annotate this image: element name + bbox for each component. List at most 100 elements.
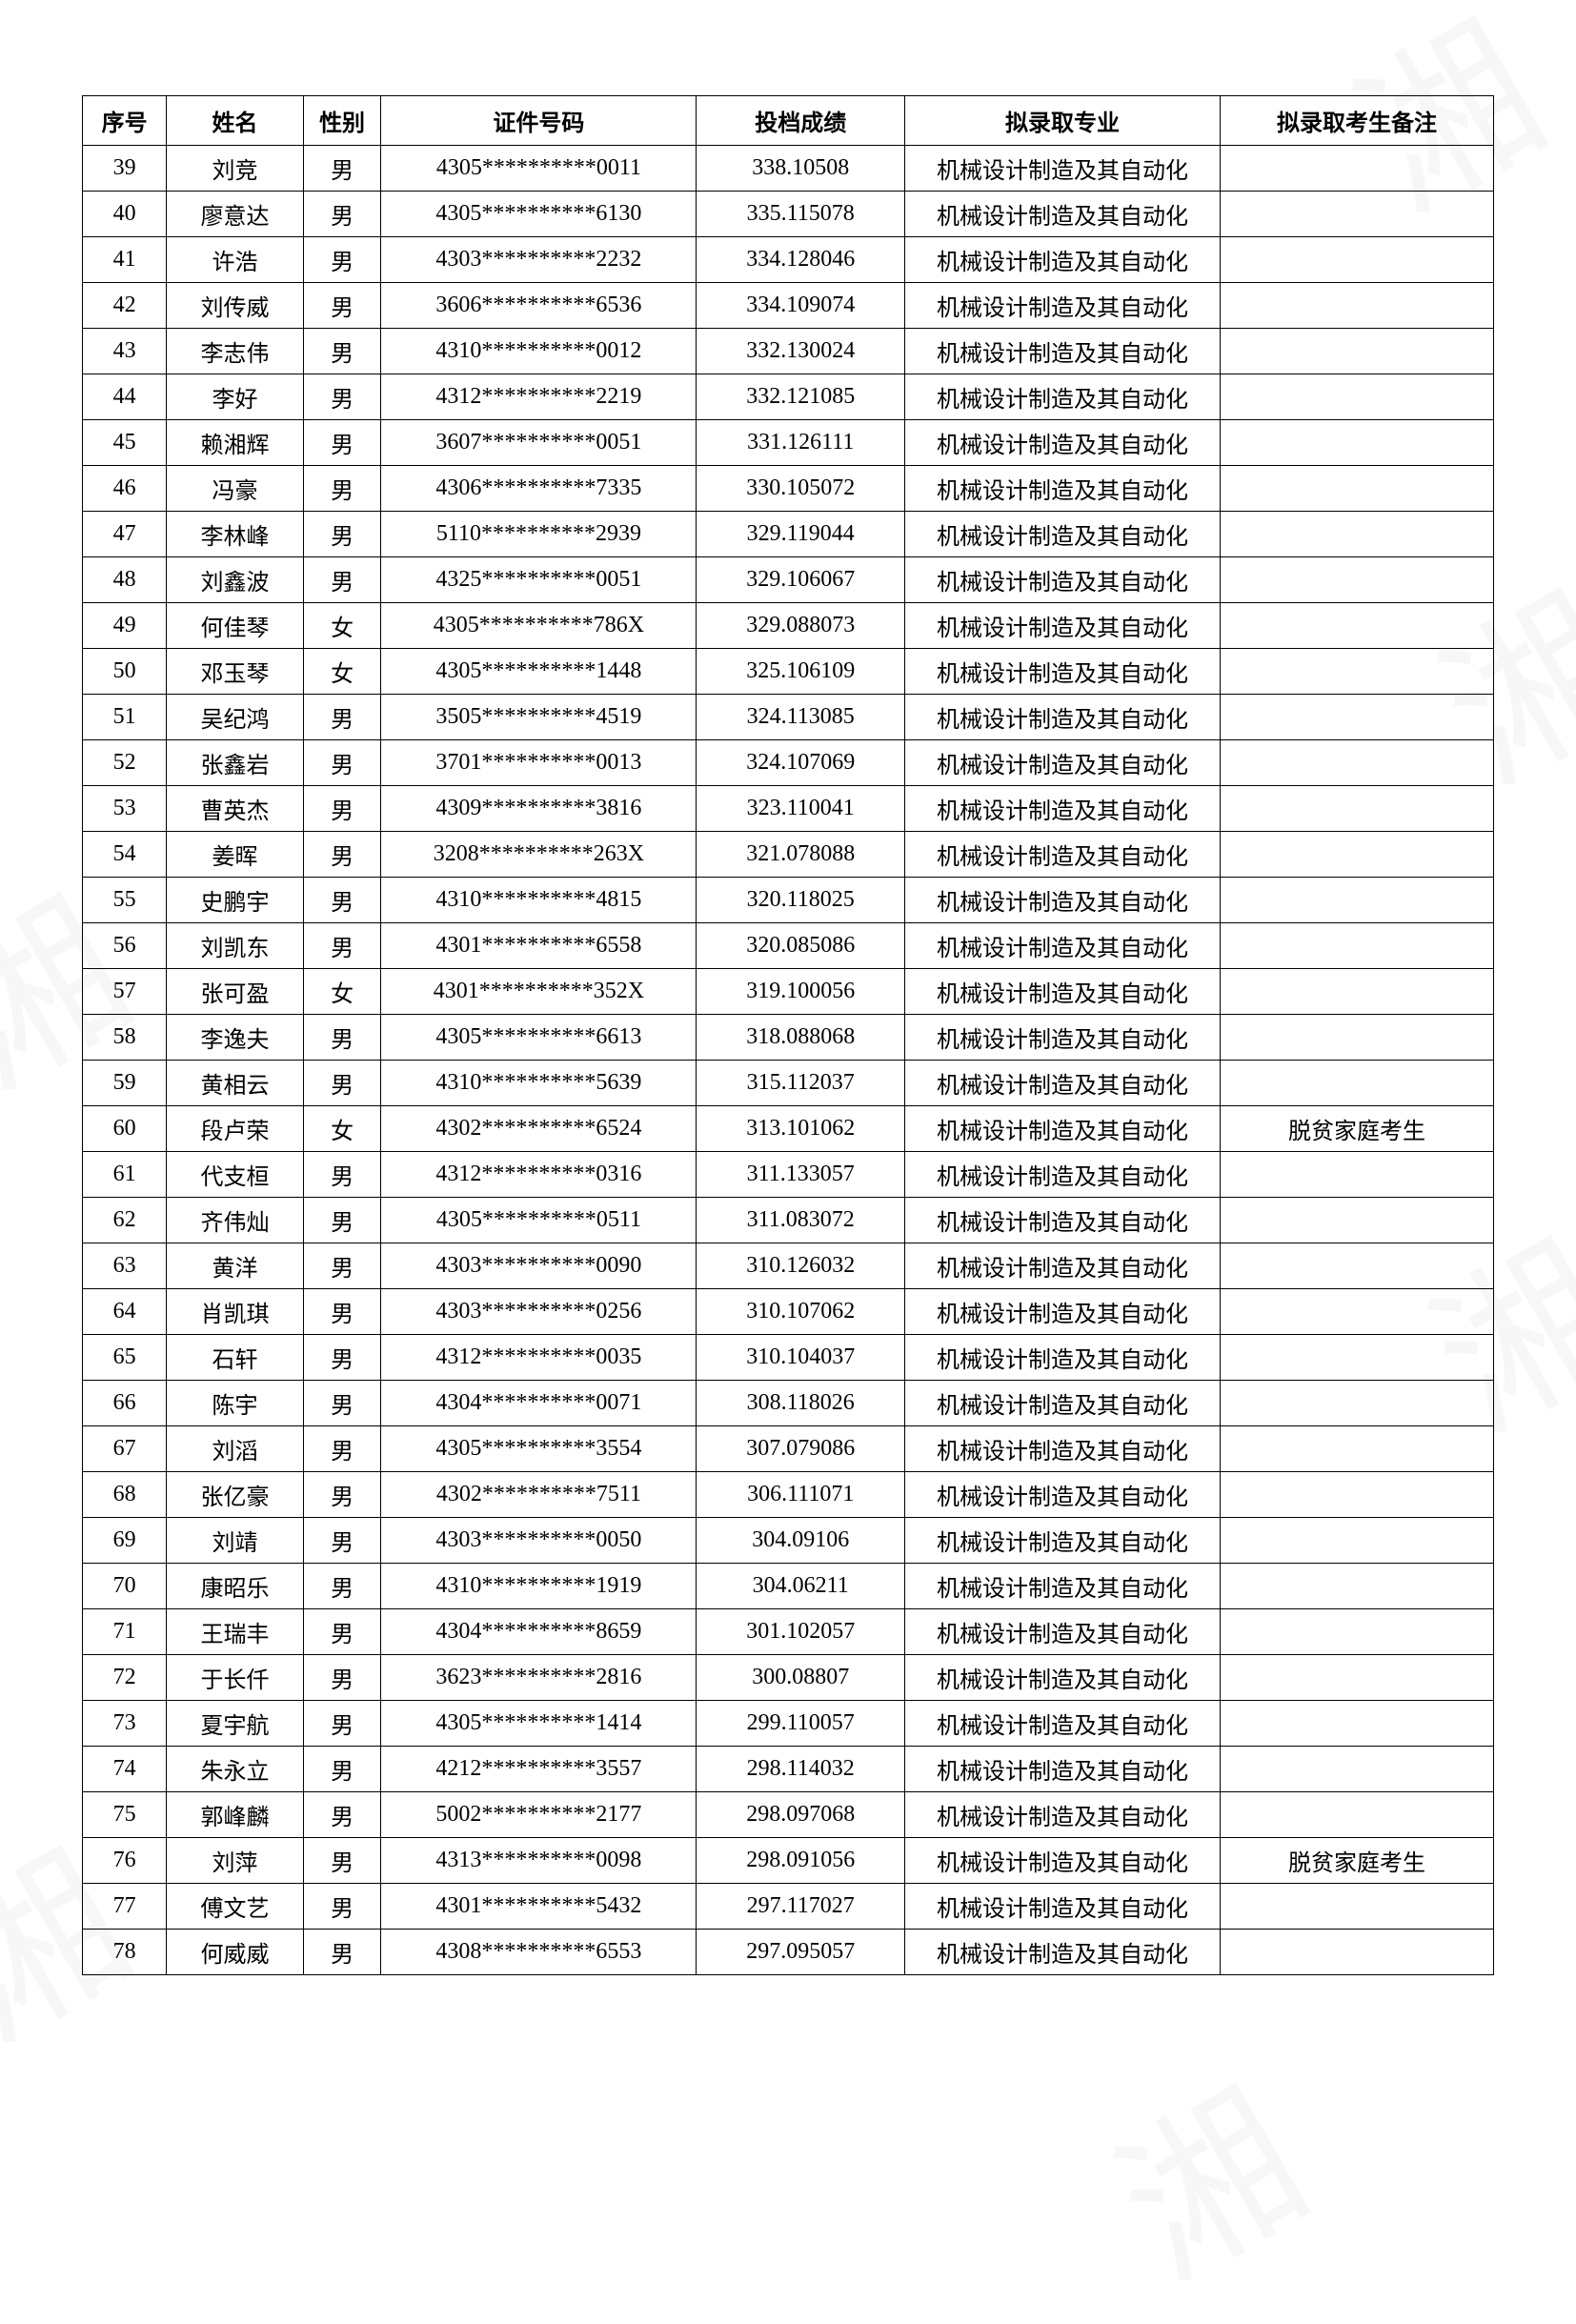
table-row: 62齐伟灿男4305**********0511311.083072机械设计制造… <box>83 1198 1494 1243</box>
cell-score: 299.110057 <box>697 1701 905 1747</box>
table-row: 41许浩男4303**********2232334.128046机械设计制造及… <box>83 237 1494 283</box>
table-row: 70康昭乐男4310**********1919304.06211机械设计制造及… <box>83 1564 1494 1609</box>
cell-gender: 男 <box>303 1472 381 1518</box>
cell-gender: 男 <box>303 786 381 832</box>
table-row: 44李好男4312**********2219332.121085机械设计制造及… <box>83 374 1494 420</box>
cell-seq: 44 <box>83 374 167 420</box>
cell-name: 廖意达 <box>167 192 303 237</box>
cell-seq: 40 <box>83 192 167 237</box>
cell-note <box>1221 1655 1494 1701</box>
cell-name: 黄相云 <box>167 1061 303 1106</box>
cell-score: 313.101062 <box>697 1106 905 1152</box>
cell-note <box>1221 969 1494 1015</box>
cell-name: 郭峰麟 <box>167 1792 303 1838</box>
cell-score: 301.102057 <box>697 1609 905 1655</box>
cell-score: 323.110041 <box>697 786 905 832</box>
cell-seq: 56 <box>83 923 167 969</box>
cell-gender: 男 <box>303 420 381 466</box>
table-row: 57张可盈女4301**********352X319.100056机械设计制造… <box>83 969 1494 1015</box>
cell-id: 3623**********2816 <box>381 1655 697 1701</box>
table-row: 52张鑫岩男3701**********0013324.107069机械设计制造… <box>83 740 1494 786</box>
cell-seq: 64 <box>83 1289 167 1335</box>
cell-major: 机械设计制造及其自动化 <box>904 1701 1220 1747</box>
cell-note <box>1221 1015 1494 1061</box>
cell-note <box>1221 740 1494 786</box>
table-row: 51吴纪鸿男3505**********4519324.113085机械设计制造… <box>83 695 1494 740</box>
table-row: 74朱永立男4212**********3557298.114032机械设计制造… <box>83 1747 1494 1792</box>
cell-note <box>1221 1930 1494 1975</box>
cell-gender: 女 <box>303 649 381 695</box>
cell-seq: 70 <box>83 1564 167 1609</box>
cell-gender: 女 <box>303 1106 381 1152</box>
cell-id: 4303**********0256 <box>381 1289 697 1335</box>
table-row: 66陈宇男4304**********0071308.118026机械设计制造及… <box>83 1381 1494 1426</box>
cell-major: 机械设计制造及其自动化 <box>904 1152 1220 1198</box>
cell-seq: 48 <box>83 557 167 603</box>
cell-score: 310.104037 <box>697 1335 905 1381</box>
cell-id: 4305**********6613 <box>381 1015 697 1061</box>
cell-note <box>1221 695 1494 740</box>
cell-major: 机械设计制造及其自动化 <box>904 649 1220 695</box>
table-row: 40廖意达男4305**********6130335.115078机械设计制造… <box>83 192 1494 237</box>
cell-id: 4310**********1919 <box>381 1564 697 1609</box>
table-row: 71王瑞丰男4304**********8659301.102057机械设计制造… <box>83 1609 1494 1655</box>
cell-name: 李逸夫 <box>167 1015 303 1061</box>
cell-major: 机械设计制造及其自动化 <box>904 329 1220 374</box>
header-row: 序号 姓名 性别 证件号码 投档成绩 拟录取专业 拟录取考生备注 <box>83 96 1494 146</box>
cell-note <box>1221 146 1494 192</box>
table-row: 64肖凯琪男4303**********0256310.107062机械设计制造… <box>83 1289 1494 1335</box>
cell-seq: 54 <box>83 832 167 878</box>
cell-major: 机械设计制造及其自动化 <box>904 1198 1220 1243</box>
cell-note <box>1221 878 1494 923</box>
cell-score: 318.088068 <box>697 1015 905 1061</box>
cell-gender: 男 <box>303 1747 381 1792</box>
cell-score: 330.105072 <box>697 466 905 512</box>
cell-id: 4305**********786X <box>381 603 697 649</box>
cell-gender: 男 <box>303 740 381 786</box>
cell-name: 黄洋 <box>167 1243 303 1289</box>
cell-seq: 72 <box>83 1655 167 1701</box>
cell-gender: 男 <box>303 1655 381 1701</box>
cell-note <box>1221 1564 1494 1609</box>
table-row: 56刘凯东男4301**********6558320.085086机械设计制造… <box>83 923 1494 969</box>
cell-major: 机械设计制造及其自动化 <box>904 1747 1220 1792</box>
cell-name: 陈宇 <box>167 1381 303 1426</box>
table-row: 42刘传威男3606**********6536334.109074机械设计制造… <box>83 283 1494 329</box>
cell-seq: 43 <box>83 329 167 374</box>
cell-major: 机械设计制造及其自动化 <box>904 1472 1220 1518</box>
cell-note <box>1221 649 1494 695</box>
cell-name: 张鑫岩 <box>167 740 303 786</box>
cell-seq: 39 <box>83 146 167 192</box>
cell-gender: 女 <box>303 969 381 1015</box>
cell-note <box>1221 283 1494 329</box>
cell-note <box>1221 1426 1494 1472</box>
table-row: 61代支桓男4312**********0316311.133057机械设计制造… <box>83 1152 1494 1198</box>
table-row: 54姜晖男3208**********263X321.078088机械设计制造及… <box>83 832 1494 878</box>
table-row: 75郭峰麟男5002**********2177298.097068机械设计制造… <box>83 1792 1494 1838</box>
cell-score: 321.078088 <box>697 832 905 878</box>
header-gender: 性别 <box>303 96 381 146</box>
cell-major: 机械设计制造及其自动化 <box>904 1381 1220 1426</box>
cell-id: 4310**********5639 <box>381 1061 697 1106</box>
cell-score: 325.106109 <box>697 649 905 695</box>
cell-major: 机械设计制造及其自动化 <box>904 878 1220 923</box>
cell-note <box>1221 1609 1494 1655</box>
header-major: 拟录取专业 <box>904 96 1220 146</box>
cell-major: 机械设计制造及其自动化 <box>904 192 1220 237</box>
cell-note <box>1221 1884 1494 1930</box>
cell-seq: 60 <box>83 1106 167 1152</box>
cell-score: 297.095057 <box>697 1930 905 1975</box>
cell-gender: 男 <box>303 283 381 329</box>
cell-seq: 59 <box>83 1061 167 1106</box>
cell-score: 334.128046 <box>697 237 905 283</box>
cell-note <box>1221 1061 1494 1106</box>
cell-note <box>1221 237 1494 283</box>
cell-id: 4312**********2219 <box>381 374 697 420</box>
cell-id: 4305**********0011 <box>381 146 697 192</box>
cell-id: 4305**********6130 <box>381 192 697 237</box>
cell-score: 311.083072 <box>697 1198 905 1243</box>
cell-major: 机械设计制造及其自动化 <box>904 1061 1220 1106</box>
header-seq: 序号 <box>83 96 167 146</box>
cell-note <box>1221 1518 1494 1564</box>
table-row: 58李逸夫男4305**********6613318.088068机械设计制造… <box>83 1015 1494 1061</box>
